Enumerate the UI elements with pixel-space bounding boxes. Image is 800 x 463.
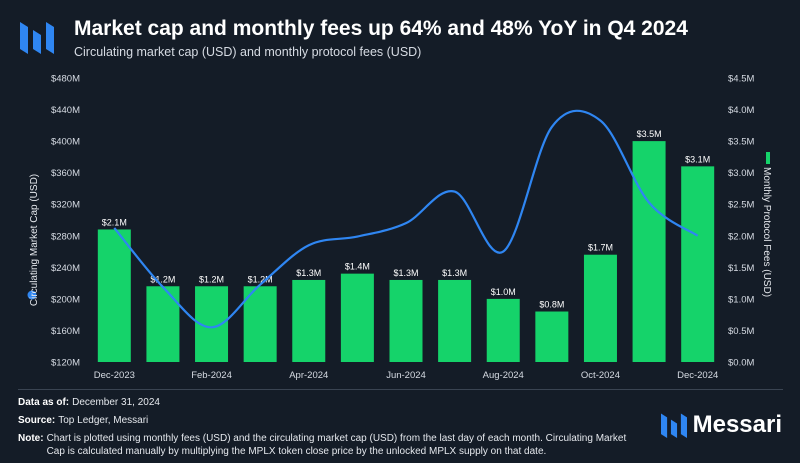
fee-bar	[146, 286, 180, 362]
right-axis-tick-label: $2.0M	[728, 231, 754, 242]
left-axis-tick-label: $160M	[51, 326, 80, 337]
right-axis-tick-label: $0.0M	[728, 358, 754, 369]
fee-bar-label: $1.7M	[588, 243, 613, 253]
right-axis-label: Monthly Protocol Fees (USD)	[761, 167, 772, 297]
x-axis-tick-label: Feb-2024	[191, 370, 232, 381]
left-axis-tick-label: $440M	[51, 105, 80, 116]
right-axis-tick-label: $1.0M	[728, 294, 754, 305]
data-as-of-label: Data as of:	[18, 397, 70, 408]
right-axis-tick-label: $3.5M	[728, 137, 754, 148]
fee-bar-label: $3.1M	[685, 154, 710, 164]
x-axis-tick-label: Jun-2024	[386, 370, 426, 381]
note-label: Note:	[18, 433, 44, 444]
fee-bar-label: $3.5M	[637, 129, 662, 139]
fee-bar-label: $1.2M	[150, 274, 175, 284]
fee-bar	[632, 141, 666, 362]
fee-bar-label: $1.0M	[491, 287, 516, 297]
left-axis-tick-label: $480M	[51, 74, 80, 85]
right-axis-tick-label: $4.0M	[728, 105, 754, 116]
right-axis-tick-label: $2.5M	[728, 200, 754, 211]
brand-name: Messari	[692, 411, 782, 438]
fee-bar-label: $1.3M	[393, 268, 418, 278]
fee-bar	[681, 166, 715, 362]
left-axis-tick-label: $280M	[51, 231, 80, 242]
left-axis-tick-label: $360M	[51, 168, 80, 179]
chart-subtitle: Circulating market cap (USD) and monthly…	[74, 45, 422, 59]
x-axis-tick-label: Apr-2024	[289, 370, 328, 381]
market-cap-legend-dot	[27, 290, 37, 300]
market-cap-line	[113, 109, 699, 329]
messari-logo-icon	[20, 22, 54, 54]
source-line: Source: Top Ledger, Messari	[18, 414, 638, 427]
fee-bar	[438, 279, 472, 362]
data-as-of-line: Data as of: December 31, 2024	[18, 396, 638, 409]
chart-title: Market cap and monthly fees up 64% and 4…	[74, 17, 688, 40]
footer-notes: Data as of: December 31, 2024 Source: To…	[18, 376, 638, 458]
left-axis-tick-label: $320M	[51, 200, 80, 211]
note-value: Chart is plotted using monthly fees (USD…	[46, 433, 627, 457]
left-axis-tick-label: $120M	[51, 358, 80, 369]
left-axis-tick-label: $240M	[51, 263, 80, 274]
right-axis-tick-label: $4.5M	[728, 74, 754, 85]
fee-bar	[389, 279, 423, 362]
fee-bar	[292, 279, 326, 362]
fee-bar	[486, 298, 520, 362]
fee-bar-label: $2.1M	[102, 217, 127, 227]
data-as-of-value: December 31, 2024	[72, 397, 160, 408]
fee-bar	[583, 254, 617, 362]
fee-bar-label: $1.2M	[199, 274, 224, 284]
note-line: Note: Chart is plotted using monthly fee…	[18, 432, 638, 458]
right-axis-tick-label: $3.0M	[728, 168, 754, 179]
fee-bar	[97, 229, 131, 362]
source-value: Top Ledger, Messari	[58, 415, 149, 426]
fee-bar	[243, 286, 277, 362]
fee-bar	[535, 311, 569, 362]
fee-bar-label: $1.3M	[296, 268, 321, 278]
x-axis-tick-label: Aug-2024	[483, 370, 524, 381]
fees-legend-swatch	[766, 152, 770, 164]
fee-bar-label: $1.4M	[345, 262, 370, 272]
left-axis-label: Circulating Market Cap (USD)	[29, 174, 40, 306]
fee-bar-label: $0.8M	[539, 300, 564, 310]
right-axis-tick-label: $1.5M	[728, 263, 754, 274]
right-axis-tick-label: $0.5M	[728, 326, 754, 337]
x-axis-tick-label: Dec-2023	[94, 370, 135, 381]
left-axis-tick-label: $200M	[51, 294, 80, 305]
source-label: Source:	[18, 415, 56, 426]
x-axis-tick-label: Oct-2024	[581, 370, 620, 381]
messari-brand-icon	[660, 413, 687, 438]
fee-bar-label: $1.3M	[442, 268, 467, 278]
fee-bar-label: $1.2M	[248, 274, 273, 284]
fee-bar	[340, 273, 374, 362]
x-axis-tick-label: Dec-2024	[677, 370, 718, 381]
footer-divider	[18, 389, 783, 390]
brand-mark: Messari	[660, 411, 782, 439]
left-axis-tick-label: $400M	[51, 137, 80, 148]
